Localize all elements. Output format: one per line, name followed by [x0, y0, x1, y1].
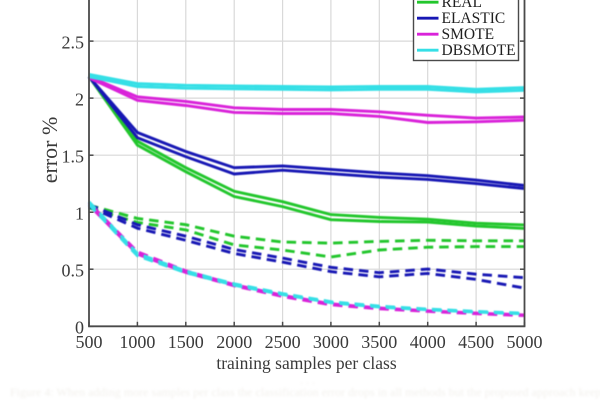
svg-text:REAL: REAL [442, 0, 482, 11]
svg-text:500: 500 [76, 332, 103, 352]
svg-text:1.5: 1.5 [62, 146, 85, 166]
svg-text:1000: 1000 [119, 332, 155, 352]
svg-text:0.5: 0.5 [62, 260, 85, 280]
svg-text:SMOTE: SMOTE [442, 26, 495, 43]
svg-text:2000: 2000 [216, 332, 252, 352]
svg-text:5000: 5000 [507, 332, 543, 352]
svg-text:error %: error % [37, 117, 62, 184]
svg-text:Figure 4: When adding more sam: Figure 4: When adding more samples per c… [10, 385, 600, 399]
svg-text:1: 1 [75, 203, 84, 223]
svg-text:4500: 4500 [458, 332, 494, 352]
svg-text:DBSMOTE: DBSMOTE [442, 42, 516, 59]
svg-text:2: 2 [75, 89, 84, 109]
svg-text:. . .: . . . [300, 373, 315, 387]
svg-text:2500: 2500 [265, 332, 301, 352]
svg-text:3000: 3000 [313, 332, 349, 352]
svg-text:0: 0 [75, 318, 84, 338]
svg-text:training samples per class: training samples per class [216, 353, 396, 373]
svg-text:4000: 4000 [410, 332, 446, 352]
svg-text:2.5: 2.5 [62, 32, 85, 52]
svg-text:1500: 1500 [168, 332, 204, 352]
svg-text:ELASTIC: ELASTIC [442, 10, 506, 27]
svg-text:3500: 3500 [361, 332, 397, 352]
